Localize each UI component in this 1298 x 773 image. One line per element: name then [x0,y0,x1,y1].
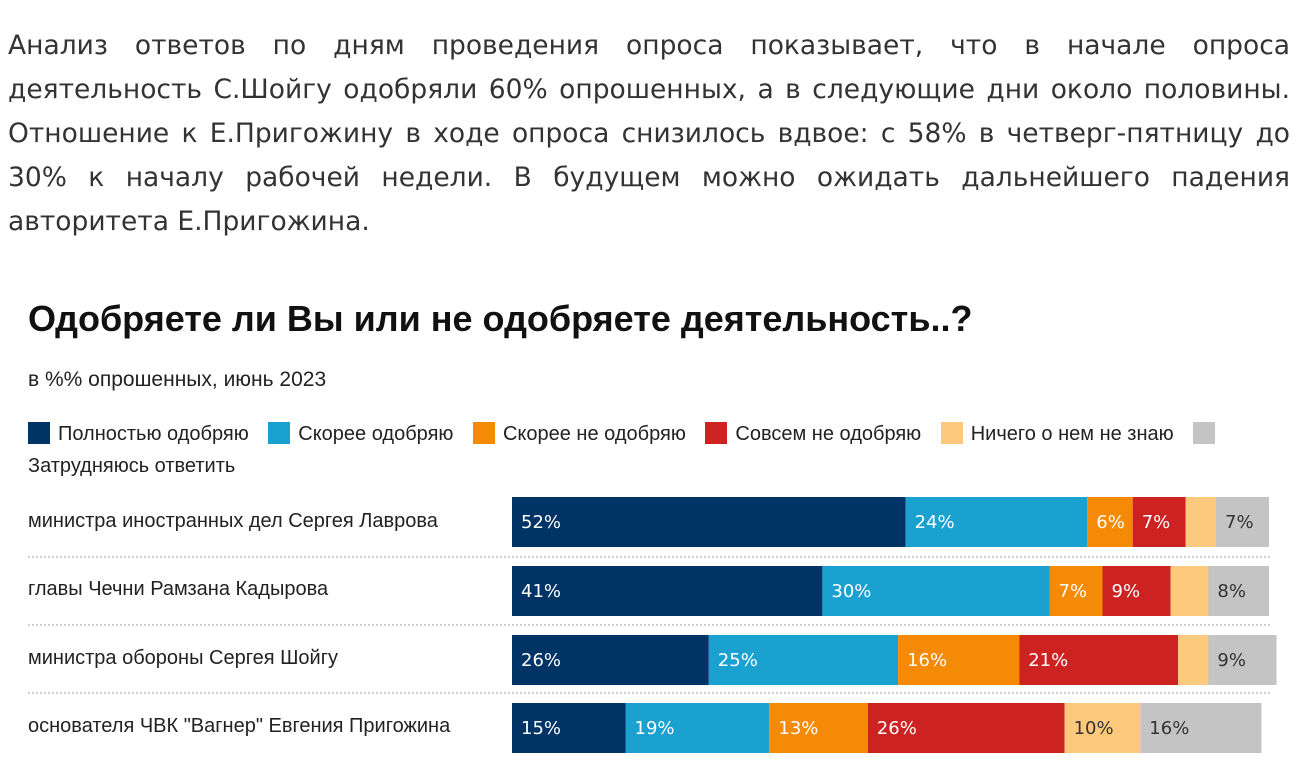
legend-swatch [472,422,495,444]
legend-swatch [28,422,50,444]
bar-value-label: 7% [1142,512,1171,533]
chart-subtitle: в %% опрошенных, июнь 2023 [28,368,327,391]
bar-segment [822,566,1050,616]
bar-segment [1178,635,1209,685]
bar-value-label: 21% [1028,650,1068,671]
bar-segment [1132,497,1186,547]
legend-label: Полностью одобряю [58,423,249,445]
bar-value-label: 8% [1217,581,1246,602]
legend-item-fully-disapprove: Совсем не одобряю [705,422,922,445]
bar-value-label: 26% [521,650,561,671]
legend-label: Скорее не одобряю [502,423,686,445]
row-divider [28,556,1270,558]
bar-value-label: 41% [521,581,561,602]
chart-legend: Полностью одобряю Скорее одобряю Скорее … [28,418,1228,482]
bar-value-label: 52% [521,512,561,533]
bar-segment [1216,497,1269,547]
bar-value-label: 7% [1059,581,1088,602]
category-label-kadyrov: главы Чечни Рамзана Кадырова [28,578,329,600]
bar-value-label: 15% [521,718,561,739]
bar-segment [625,703,770,753]
bar-segment [512,703,626,753]
bar-segment [1208,635,1277,685]
row-divider [28,624,1270,626]
legend-swatch [940,422,963,444]
legend-label: Ничего о нем не знаю [970,423,1174,445]
legend-item-dont-know: Ничего о нем не знаю [940,422,1174,445]
chart-title: Одобряете ли Вы или не одобряете деятель… [28,298,973,339]
bar-segment [867,703,1065,753]
bar-segment [1049,566,1103,616]
legend-label: Совсем не одобряю [735,423,922,445]
bar-value-label: 26% [877,718,917,739]
bar-value-label: 16% [1149,718,1189,739]
bar-value-label: 13% [778,718,818,739]
legend-label: Затрудняюсь ответить [28,455,236,477]
bar-value-label: 6% [1096,512,1125,533]
row-divider [28,692,1270,694]
bar-value-label: 10% [1074,718,1114,739]
bar-segment [1170,566,1209,616]
category-label-prigozhin: основателя ЧВК "Вагнер" Евгения Пригожин… [28,715,451,737]
legend-item-rather-disapprove: Скорее не одобряю [472,422,686,445]
bar-segment [512,497,906,547]
legend-swatch [268,422,291,444]
legend-swatch [705,422,728,444]
bar-segment [1019,635,1179,685]
bar-value-label: 16% [907,650,947,671]
legend-item-fully-approve: Полностью одобряю [28,422,249,445]
bar-segment [1185,497,1216,547]
bar-segment [1064,703,1141,753]
bar-segment [905,497,1088,547]
intro-paragraph: Анализ ответов по дням проведения опроса… [8,30,1290,237]
bar-segment [1208,566,1269,616]
bar-segment [1140,703,1262,753]
bar-segment [1087,497,1133,547]
bar-segment [769,703,868,753]
bar-value-label: 7% [1225,512,1254,533]
bar-value-label: 30% [831,581,871,602]
bar-value-label: 24% [915,512,955,533]
bar-segment [512,566,823,616]
legend-item-rather-approve: Скорее одобряю [268,422,454,445]
bar-value-label: 25% [718,650,758,671]
bar-segment [708,635,899,685]
bar-value-label: 9% [1112,581,1141,602]
bar-segment [1102,566,1171,616]
bar-segment [898,635,1020,685]
legend-swatch [1193,422,1216,444]
legend-item-hard-to-say: Затрудняюсь ответить [28,422,1223,477]
legend-label: Скорее одобряю [298,423,454,445]
bar-value-label: 9% [1217,650,1246,671]
bar-value-label: 19% [635,718,675,739]
category-label-lavrov: министра иностранных дел Сергея Лаврова [28,510,438,532]
category-label-shoigu: министра обороны Сергея Шойгу [28,647,338,669]
bar-segment [512,635,709,685]
